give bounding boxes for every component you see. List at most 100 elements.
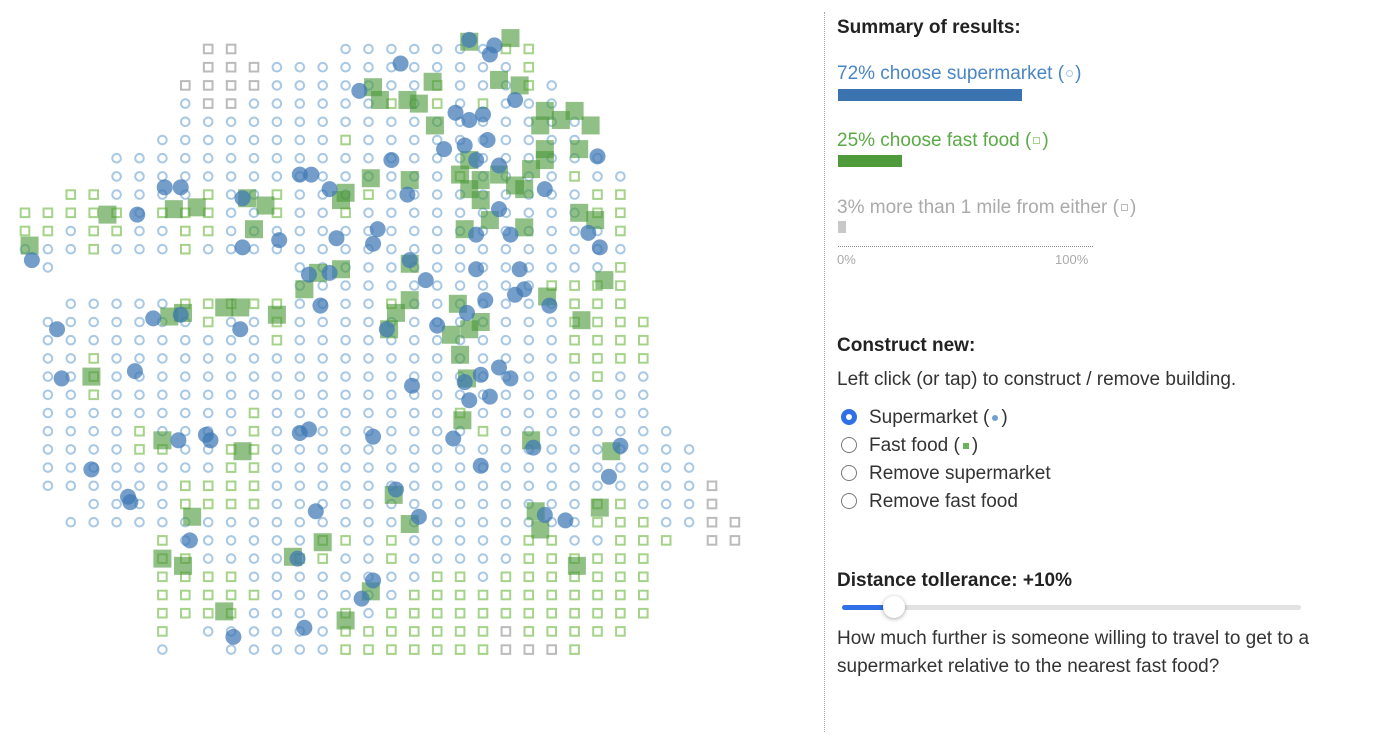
home-far-marker[interactable]	[225, 98, 237, 109]
home-supermarket-marker[interactable]	[683, 444, 695, 455]
home-supermarket-marker[interactable]	[592, 262, 603, 273]
home-supermarket-marker[interactable]	[88, 480, 99, 492]
home-fastfood-marker[interactable]	[409, 589, 420, 601]
home-supermarket-marker[interactable]	[409, 535, 420, 546]
supermarket-building[interactable]	[401, 252, 418, 269]
home-supermarket-marker[interactable]	[317, 80, 329, 91]
home-supermarket-marker[interactable]	[500, 298, 512, 310]
home-supermarket-marker[interactable]	[317, 462, 329, 473]
supermarket-building[interactable]	[328, 230, 345, 247]
home-supermarket-marker[interactable]	[248, 171, 260, 182]
fast-food-building[interactable]	[515, 180, 534, 199]
home-supermarket-marker[interactable]	[65, 444, 77, 455]
home-supermarket-marker[interactable]	[42, 353, 54, 364]
home-supermarket-marker[interactable]	[477, 334, 489, 346]
home-supermarket-marker[interactable]	[363, 553, 374, 564]
home-fastfood-marker[interactable]	[592, 589, 603, 601]
home-supermarket-marker[interactable]	[660, 498, 672, 510]
supermarket-building[interactable]	[172, 306, 189, 323]
home-supermarket-marker[interactable]	[638, 425, 649, 437]
home-supermarket-marker[interactable]	[363, 334, 374, 346]
supermarket-building[interactable]	[491, 359, 508, 376]
home-supermarket-marker[interactable]	[431, 134, 443, 146]
home-supermarket-marker[interactable]	[386, 189, 397, 200]
home-fastfood-marker[interactable]	[592, 189, 603, 200]
home-fastfood-marker[interactable]	[638, 589, 649, 601]
home-fastfood-marker[interactable]	[592, 607, 603, 619]
home-supermarket-marker[interactable]	[294, 353, 306, 364]
home-supermarket-marker[interactable]	[225, 334, 237, 346]
home-supermarket-marker[interactable]	[386, 225, 397, 237]
supermarket-building[interactable]	[481, 388, 498, 405]
fast-food-building[interactable]	[567, 556, 586, 575]
home-supermarket-marker[interactable]	[363, 535, 374, 546]
home-supermarket-marker[interactable]	[569, 425, 580, 437]
home-fastfood-marker[interactable]	[202, 571, 214, 583]
home-supermarket-marker[interactable]	[638, 407, 649, 419]
home-supermarket-marker[interactable]	[409, 280, 420, 291]
home-supermarket-marker[interactable]	[111, 462, 122, 473]
supermarket-building[interactable]	[49, 321, 66, 338]
home-supermarket-marker[interactable]	[248, 626, 260, 637]
home-supermarket-marker[interactable]	[202, 152, 214, 164]
home-supermarket-marker[interactable]	[111, 425, 122, 437]
home-supermarket-marker[interactable]	[363, 116, 374, 128]
home-fastfood-marker[interactable]	[523, 61, 535, 73]
home-far-marker[interactable]	[248, 61, 260, 73]
home-supermarket-marker[interactable]	[134, 516, 145, 528]
supermarket-building[interactable]	[447, 104, 464, 121]
home-supermarket-marker[interactable]	[340, 444, 351, 455]
home-fastfood-marker[interactable]	[88, 189, 100, 200]
fast-food-building[interactable]	[98, 205, 117, 224]
home-supermarket-marker[interactable]	[271, 407, 283, 419]
home-fastfood-marker[interactable]	[500, 571, 512, 583]
home-supermarket-marker[interactable]	[317, 444, 329, 455]
supermarket-building[interactable]	[536, 181, 553, 198]
home-supermarket-marker[interactable]	[248, 644, 260, 655]
home-supermarket-marker[interactable]	[134, 353, 145, 364]
home-supermarket-marker[interactable]	[569, 480, 580, 492]
home-fastfood-marker[interactable]	[340, 207, 351, 219]
home-fastfood-marker[interactable]	[569, 644, 580, 655]
home-fastfood-marker[interactable]	[569, 589, 580, 601]
home-supermarket-marker[interactable]	[65, 425, 77, 437]
home-fastfood-marker[interactable]	[569, 626, 580, 637]
home-fastfood-marker[interactable]	[88, 243, 100, 255]
home-supermarket-marker[interactable]	[523, 98, 535, 109]
home-supermarket-marker[interactable]	[500, 498, 512, 510]
home-supermarket-marker[interactable]	[271, 571, 283, 583]
home-supermarket-marker[interactable]	[477, 444, 489, 455]
home-fastfood-marker[interactable]	[523, 589, 535, 601]
home-supermarket-marker[interactable]	[409, 407, 420, 419]
home-supermarket-marker[interactable]	[294, 644, 306, 655]
tolerance-slider[interactable]	[842, 596, 1301, 618]
home-supermarket-marker[interactable]	[340, 225, 351, 237]
home-supermarket-marker[interactable]	[386, 171, 397, 182]
home-supermarket-marker[interactable]	[111, 171, 122, 182]
home-supermarket-marker[interactable]	[65, 225, 77, 237]
radio-label[interactable]: Supermarket ()	[869, 407, 1008, 429]
home-supermarket-marker[interactable]	[660, 480, 672, 492]
supermarket-building[interactable]	[234, 239, 251, 256]
home-supermarket-marker[interactable]	[317, 425, 329, 437]
supermarket-building[interactable]	[404, 377, 421, 394]
home-supermarket-marker[interactable]	[363, 444, 374, 455]
home-supermarket-marker[interactable]	[225, 516, 237, 528]
home-supermarket-marker[interactable]	[500, 516, 512, 528]
supermarket-building[interactable]	[296, 619, 313, 636]
home-supermarket-marker[interactable]	[500, 134, 512, 146]
home-supermarket-marker[interactable]	[134, 407, 145, 419]
home-fastfood-marker[interactable]	[638, 516, 649, 528]
supermarket-building[interactable]	[129, 206, 146, 223]
home-supermarket-marker[interactable]	[202, 553, 214, 564]
radio-button[interactable]	[841, 493, 857, 509]
home-supermarket-marker[interactable]	[500, 334, 512, 346]
home-supermarket-marker[interactable]	[271, 444, 283, 455]
home-fastfood-marker[interactable]	[569, 280, 580, 291]
home-supermarket-marker[interactable]	[271, 644, 283, 655]
home-fastfood-marker[interactable]	[157, 571, 168, 583]
home-far-marker[interactable]	[202, 80, 214, 91]
supermarket-building[interactable]	[612, 437, 629, 454]
home-supermarket-marker[interactable]	[317, 98, 329, 109]
fast-food-building[interactable]	[501, 29, 520, 48]
